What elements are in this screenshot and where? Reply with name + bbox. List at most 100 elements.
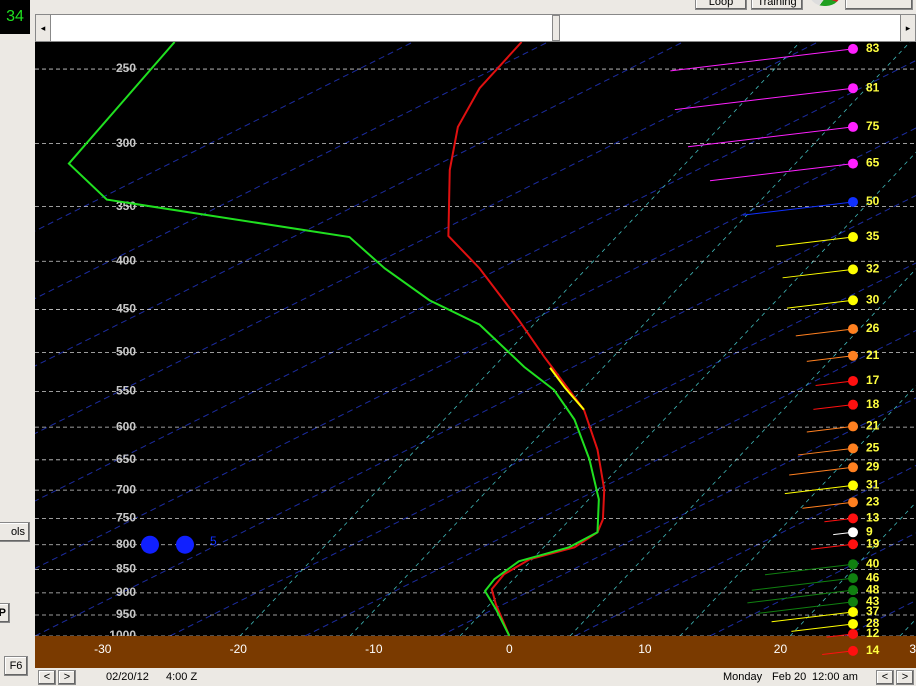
cloud-marker — [176, 535, 194, 554]
wind-dot — [848, 480, 858, 491]
wind-dot — [848, 43, 858, 54]
wind-speed-label: 21 — [866, 419, 880, 433]
prev-button[interactable]: < — [38, 670, 56, 685]
wind-speed-label: 83 — [866, 41, 880, 55]
wind-speed-label: 23 — [866, 494, 880, 508]
wind-barb — [795, 328, 854, 337]
wind-speed-label: 12 — [866, 626, 880, 640]
y-tick-label: 250 — [116, 61, 136, 75]
wind-dot — [848, 399, 858, 410]
y-tick-label: 850 — [116, 562, 136, 576]
profile-line — [67, 42, 600, 636]
blank-button[interactable] — [845, 0, 913, 10]
wind-dot — [848, 559, 858, 570]
p-button[interactable]: P — [0, 603, 10, 623]
valid-date-label: Feb 20 — [772, 671, 807, 683]
ground-band — [35, 636, 916, 668]
wind-speed-label: 46 — [866, 570, 880, 584]
scroll-thumb[interactable] — [552, 15, 560, 41]
y-tick-label: 700 — [116, 482, 136, 496]
wind-speed-label: 48 — [866, 582, 880, 596]
cloud-marker — [141, 535, 159, 554]
y-tick-label: 750 — [116, 511, 136, 525]
wind-barb — [786, 299, 854, 309]
moist-adiabat — [679, 385, 916, 636]
wind-dot — [848, 121, 858, 132]
wind-barb — [784, 484, 854, 495]
wind-speed-label: 75 — [866, 119, 880, 133]
date-label: 02/20/12 — [106, 671, 149, 683]
wind-dot — [848, 350, 858, 361]
dry-adiabat — [35, 42, 684, 367]
y-tick-label: 900 — [116, 585, 136, 599]
next-button-right[interactable]: > — [896, 670, 914, 685]
x-tick-label: -30 — [94, 642, 112, 656]
wind-dot — [848, 513, 858, 524]
wind-speed-label: 19 — [866, 536, 880, 550]
wind-speed-label: 25 — [866, 441, 880, 455]
loop-button[interactable]: Loop — [695, 0, 747, 10]
scroll-right[interactable]: ▸ — [900, 15, 915, 41]
profile-line — [549, 367, 585, 411]
moist-adiabat — [349, 42, 911, 636]
wind-barb — [782, 268, 854, 279]
wind-speed-label: 81 — [866, 80, 880, 94]
dry-adiabat — [35, 42, 819, 435]
dry-adiabat — [574, 464, 916, 636]
wind-dot — [848, 606, 858, 617]
wind-barb — [674, 87, 854, 111]
wind-speed-label: 32 — [866, 262, 880, 276]
x-tick-label: 30 — [909, 642, 916, 656]
wind-barb — [806, 425, 854, 433]
wind-dot — [848, 628, 858, 639]
next-button[interactable]: > — [58, 670, 76, 685]
wind-barb — [775, 236, 854, 247]
cloud-label: 5 — [210, 534, 217, 548]
wind-barb — [813, 404, 854, 410]
day-label: Monday — [723, 671, 763, 683]
wind-barb — [670, 48, 854, 72]
x-tick-label: -20 — [230, 642, 248, 656]
training-button[interactable]: Training — [751, 0, 803, 10]
wind-speed-label: 37 — [866, 604, 880, 618]
y-tick-label: 500 — [116, 345, 136, 359]
dry-adiabat — [35, 59, 916, 502]
wind-speed-label: 29 — [866, 459, 880, 473]
x-tick-label: 10 — [638, 642, 652, 656]
wind-dot — [848, 264, 858, 275]
wind-dot — [848, 539, 858, 550]
y-tick-label: 400 — [116, 253, 136, 267]
wind-speed-label: 50 — [866, 194, 880, 208]
wind-dot — [848, 196, 858, 207]
x-tick-label: -10 — [365, 642, 383, 656]
wind-barb — [789, 466, 854, 476]
f6-button[interactable]: F6 — [4, 656, 28, 676]
dry-adiabat — [35, 194, 916, 636]
wind-barb — [822, 650, 854, 656]
y-tick-label: 300 — [116, 136, 136, 150]
y-tick-label: 800 — [116, 537, 136, 551]
time-scrollbar[interactable]: ◂ ▸ — [35, 14, 916, 42]
wind-dot — [848, 596, 858, 607]
wind-speed-label: 14 — [866, 643, 880, 657]
dry-adiabat — [709, 532, 916, 636]
tools-button[interactable]: ols — [0, 522, 30, 542]
wind-dot — [848, 645, 858, 656]
wind-barb — [764, 563, 854, 576]
wind-speed-label: 9 — [866, 524, 873, 538]
wind-barb — [802, 501, 854, 509]
prev-button-right[interactable]: < — [876, 670, 894, 685]
wind-barb — [751, 577, 854, 591]
time-label: 4:00 Z — [166, 671, 198, 683]
wind-dot — [848, 443, 858, 454]
wind-dot — [848, 158, 858, 169]
scroll-left[interactable]: ◂ — [36, 15, 51, 41]
wind-dot — [848, 232, 858, 243]
wind-speed-label: 26 — [866, 321, 880, 335]
wind-speed-label: 18 — [866, 397, 880, 411]
wind-barb — [791, 623, 854, 632]
x-tick-label: 20 — [774, 642, 788, 656]
moist-adiabat — [789, 501, 916, 636]
wind-speed-label: 28 — [866, 616, 880, 630]
